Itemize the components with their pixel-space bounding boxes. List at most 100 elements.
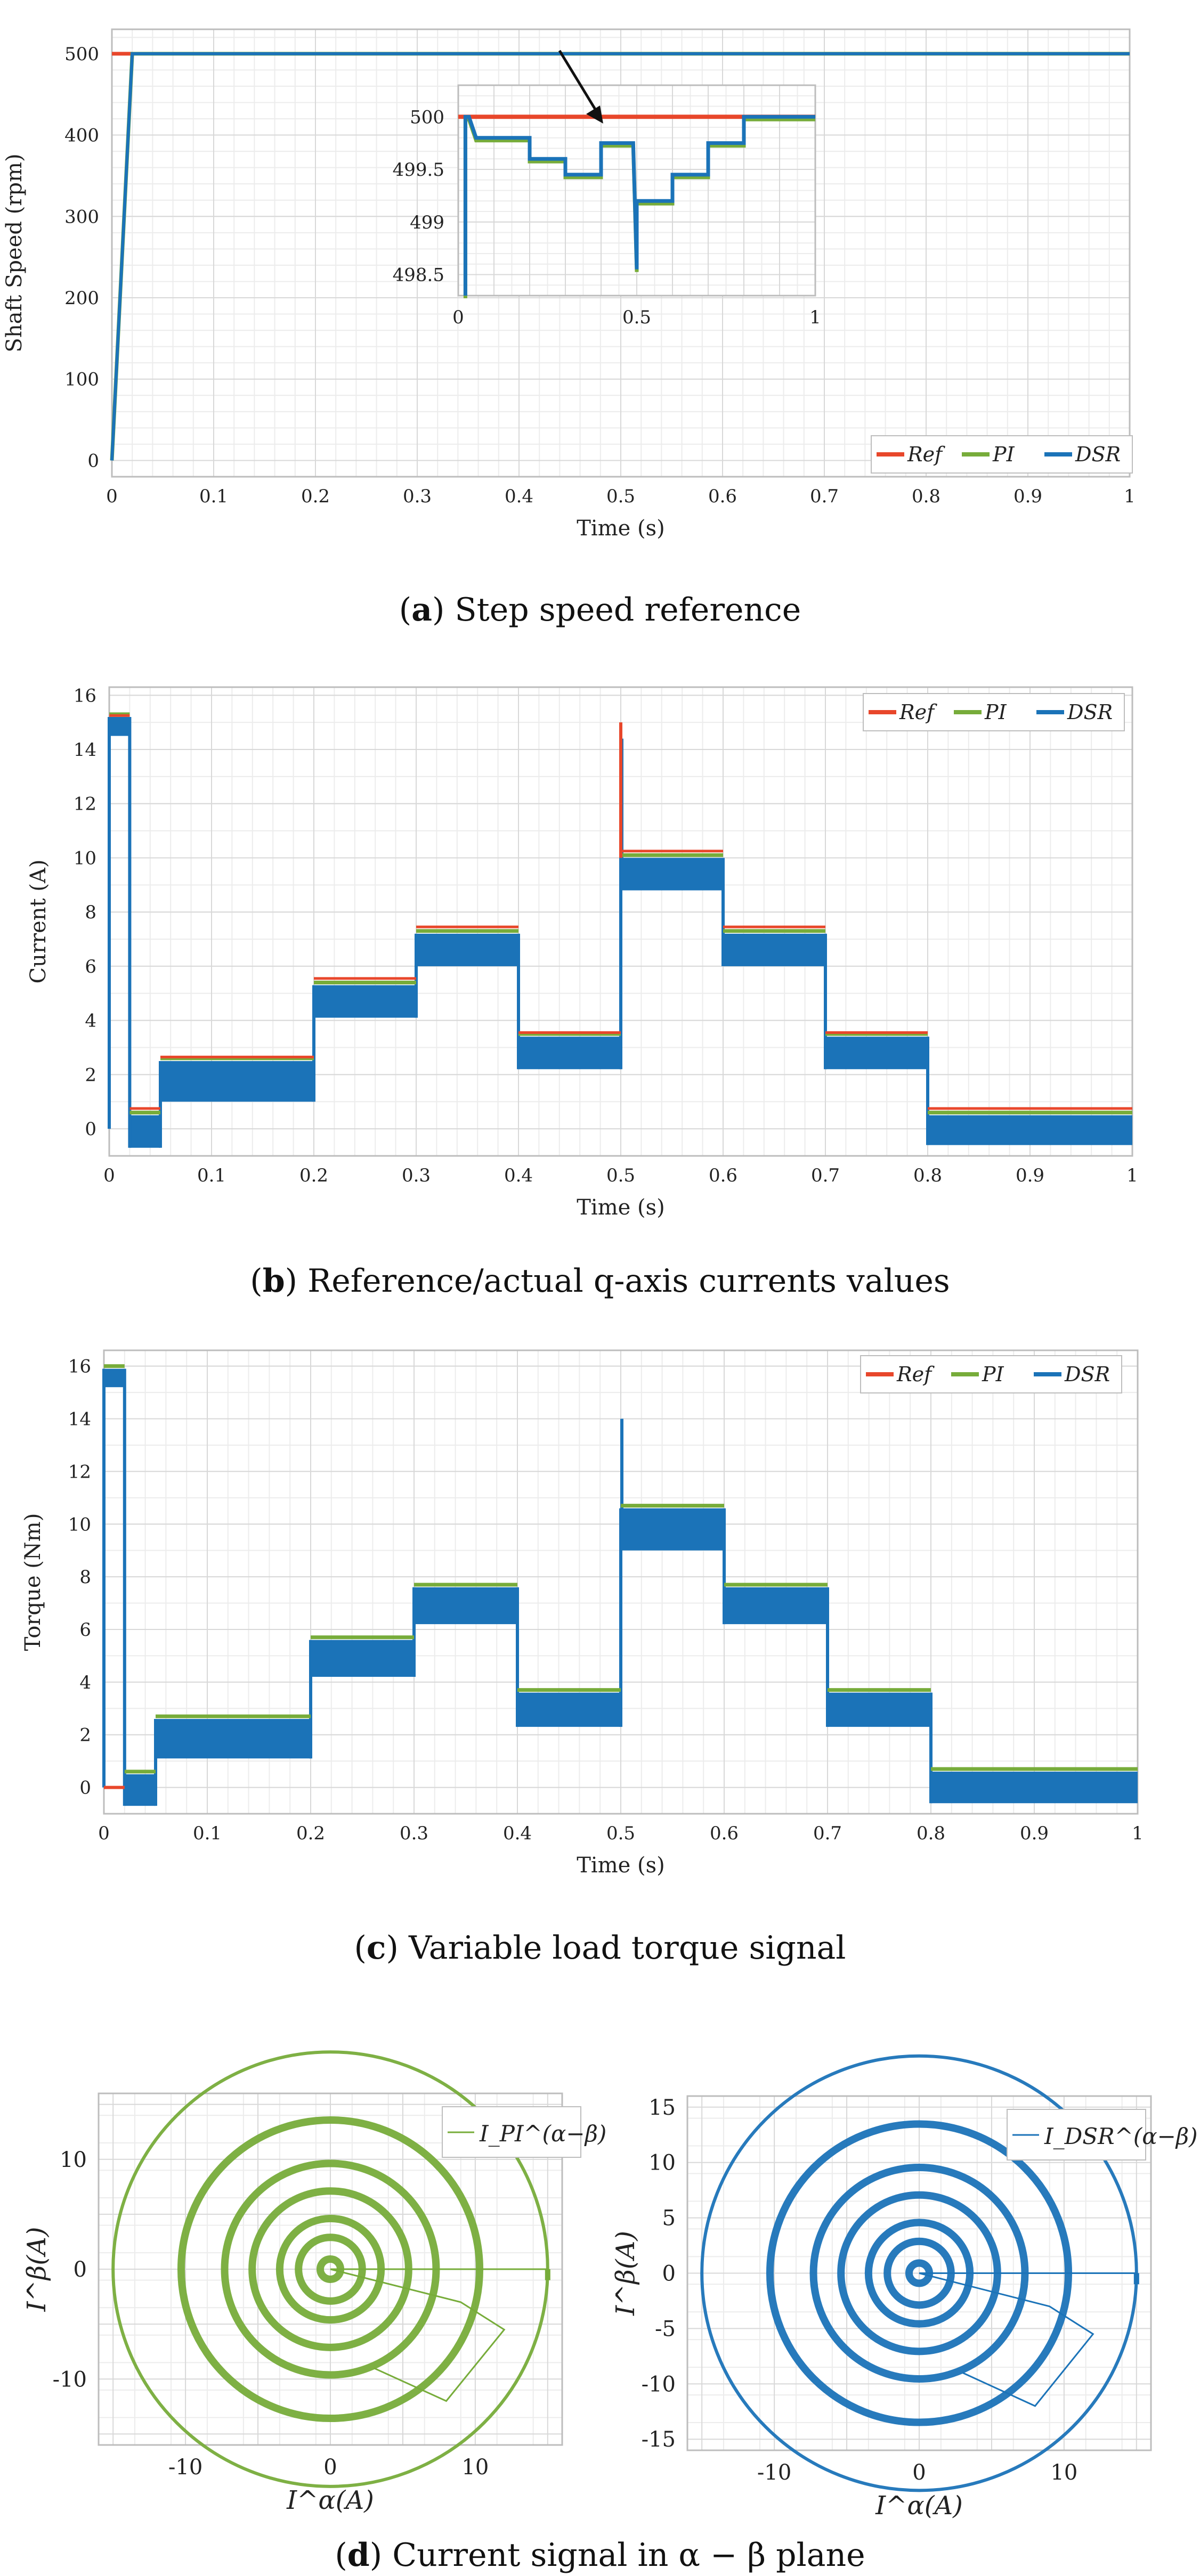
d1-ytick: -10	[53, 2367, 87, 2392]
d2-ytick: -15	[642, 2427, 676, 2452]
b-xlabel: Time (s)	[577, 1195, 665, 1220]
c-xtick: 0.7	[813, 1823, 842, 1844]
a-zoom-arrowhead	[586, 105, 603, 124]
b-xtick: 0.3	[402, 1165, 431, 1186]
c-dsr-band	[414, 1587, 517, 1625]
c-xtick: 1	[1132, 1823, 1144, 1844]
d1-ylabel: I^β(A)	[22, 2227, 52, 2312]
c-legend-ref: Ref	[896, 1363, 935, 1386]
a-inset-xtick: 0	[452, 307, 464, 328]
b-dsr-band	[825, 1037, 928, 1070]
a-inset-xtick: 1	[809, 307, 821, 328]
c-legend-pi: PI	[982, 1363, 1004, 1386]
b-ylabel: Current (A)	[26, 860, 51, 984]
b-series-ref	[109, 714, 1132, 1110]
d1-ytick: 0	[74, 2257, 87, 2282]
a-ytick: 500	[64, 44, 99, 65]
c-xtick: 0.1	[193, 1823, 222, 1844]
d2-xtick: 10	[1050, 2460, 1077, 2485]
c-ytick: 12	[68, 1461, 91, 1482]
b-dsr-band	[518, 1037, 621, 1070]
c-ytick: 4	[79, 1672, 91, 1693]
c-legend-box	[860, 1355, 1122, 1393]
a-xtick: 0.9	[1013, 486, 1042, 507]
b-ytick: 8	[85, 902, 96, 923]
c-xtick: 0.3	[400, 1823, 428, 1844]
d2-ytick: -10	[642, 2372, 676, 2396]
c-ytick: 14	[68, 1409, 91, 1430]
b-xtick: 0.4	[504, 1165, 533, 1186]
b-legend-dsr: DSR	[1067, 700, 1113, 724]
b-xtick: 0.2	[299, 1165, 328, 1186]
c-xtick: 0.9	[1020, 1823, 1049, 1844]
d2-ylabel: I^β(A)	[611, 2231, 640, 2316]
a-inset-ytick: 499.5	[393, 159, 444, 181]
c-xtick: 0	[98, 1823, 110, 1844]
c-xtick: 0.8	[917, 1823, 945, 1844]
c-dsr-band	[931, 1771, 1138, 1804]
c-ytick: 6	[79, 1619, 91, 1641]
b-ytick: 16	[74, 685, 96, 706]
a-ytick: 400	[64, 125, 99, 146]
a-xtick: 0.8	[912, 486, 940, 507]
b-dsr-band	[109, 716, 130, 736]
d2-frame	[686, 2095, 1152, 2451]
a-inset-ytick: 500	[410, 107, 444, 128]
d1-transient-path	[330, 2268, 506, 2402]
d1-xtick: 0	[323, 2455, 337, 2480]
b-series-pi	[109, 712, 1132, 1115]
d2-ytick: 15	[648, 2096, 676, 2120]
a-inset-grid	[458, 85, 816, 296]
b-legend-pi: PI	[984, 700, 1007, 724]
c-ytick: 2	[79, 1725, 91, 1746]
c-series-dsr	[102, 1368, 1138, 1806]
d1-ytick: 10	[60, 2148, 87, 2172]
d1-trajectory	[111, 2050, 550, 2488]
b-dsr-band	[129, 1115, 160, 1148]
d2-transient-path	[919, 2272, 1094, 2407]
a-inset-frame	[457, 84, 816, 297]
b-ytick: 2	[85, 1064, 96, 1086]
a-xtick: 0.6	[708, 486, 737, 507]
b-ytick: 0	[85, 1119, 96, 1140]
b-xtick: 0.7	[811, 1165, 840, 1186]
c-dsr-band	[156, 1719, 311, 1759]
b-xtick: 0	[103, 1165, 115, 1186]
a-inset-ytick: 498.5	[393, 265, 444, 286]
a-xtick: 0.5	[606, 486, 635, 507]
a-xtick: 0.3	[403, 486, 432, 507]
d2-xtick: -10	[757, 2460, 791, 2485]
c-ytick: 16	[68, 1356, 91, 1377]
d2-ytick: -5	[655, 2317, 676, 2341]
b-dsr-band	[723, 933, 825, 966]
c-ytick: 8	[79, 1567, 91, 1588]
b-dsr-band	[416, 933, 518, 966]
a-legend-box	[871, 435, 1133, 474]
caption-b: (b) Reference/actual q-axis currents val…	[250, 1262, 950, 1300]
d2-trajectory	[700, 2054, 1139, 2492]
d2-ytick: 10	[648, 2151, 676, 2175]
b-xtick: 1	[1126, 1165, 1138, 1186]
a-ytick: 100	[64, 369, 99, 390]
d1-xtick: -10	[168, 2455, 202, 2480]
c-dsr-band	[104, 1368, 125, 1388]
d1-xlabel: I^α(A)	[286, 2485, 374, 2515]
d1-legend-label: I_PI^(α−β)	[479, 2121, 606, 2147]
a-xtick: 0	[106, 486, 118, 507]
b-ytick: 12	[74, 794, 96, 815]
c-dsr-band	[621, 1508, 724, 1551]
a-ytick: 200	[64, 288, 99, 309]
a-series-dsr	[110, 52, 1130, 461]
b-xtick: 0.9	[1016, 1165, 1044, 1186]
b-dsr-band	[160, 1061, 314, 1102]
c-xtick: 0.6	[710, 1823, 739, 1844]
a-xtick: 0.7	[810, 486, 839, 507]
a-inset-xtick: 0.5	[622, 307, 651, 328]
a-ytick: 0	[87, 450, 99, 471]
d2-ytick: 0	[662, 2262, 676, 2286]
d1-frame	[98, 2092, 563, 2446]
a-frame	[111, 28, 1131, 478]
b-ytick: 14	[74, 739, 96, 761]
a-xtick: 0.4	[505, 486, 533, 507]
c-xlabel: Time (s)	[577, 1853, 665, 1878]
